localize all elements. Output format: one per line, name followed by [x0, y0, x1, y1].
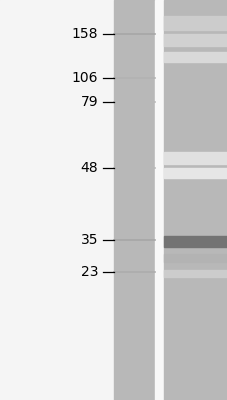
Text: 48: 48 [80, 161, 98, 175]
Bar [163, 236, 227, 247]
Text: 106: 106 [71, 71, 98, 85]
Text: 158: 158 [71, 27, 98, 41]
Bar [163, 52, 227, 62]
Bar [154, 0, 163, 400]
Text: 23: 23 [80, 265, 98, 279]
Bar [163, 152, 227, 164]
Bar [163, 0, 227, 400]
Bar [114, 0, 154, 400]
Bar [163, 270, 227, 277]
Text: 79: 79 [80, 95, 98, 109]
Bar [0, 0, 114, 400]
Bar [163, 168, 227, 178]
Bar [163, 16, 227, 30]
Bar [163, 34, 227, 46]
Bar [163, 254, 227, 262]
Text: 35: 35 [80, 233, 98, 247]
